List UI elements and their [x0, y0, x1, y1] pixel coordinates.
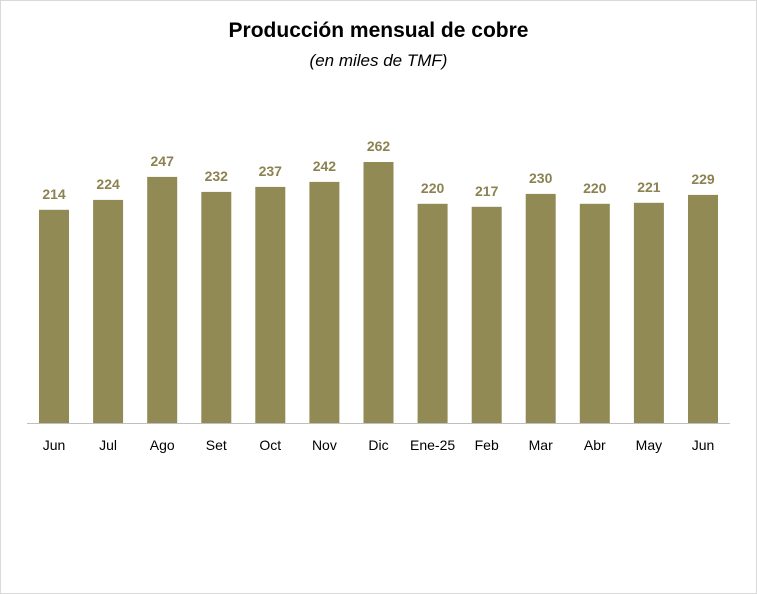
bar-3 — [147, 176, 178, 423]
data-label-3: 247 — [151, 153, 175, 169]
data-label-10: 230 — [529, 170, 553, 186]
x-tick-label-9: Feb — [475, 437, 499, 453]
chart-title: Producción mensual de cobre — [228, 19, 529, 42]
x-tick-label-3: Ago — [150, 437, 175, 453]
x-tick-label-10: Mar — [529, 437, 553, 453]
data-label-4: 232 — [205, 168, 229, 184]
bar-7 — [363, 162, 394, 423]
bar-4 — [201, 191, 232, 423]
data-label-12: 221 — [637, 179, 661, 195]
x-tick-label-2: Jul — [99, 437, 117, 453]
data-label-2: 224 — [96, 176, 120, 192]
chart-subtitle: (en miles de TMF) — [309, 51, 448, 70]
data-label-9: 217 — [475, 183, 499, 199]
x-tick-label-4: Set — [206, 437, 227, 453]
bar-12 — [633, 202, 664, 423]
x-tick-label-5: Oct — [259, 437, 281, 453]
bar-13 — [688, 194, 718, 423]
x-tick-label-12: May — [636, 437, 662, 453]
x-tick-label-1: Jun — [43, 437, 66, 453]
bar-2 — [93, 199, 124, 423]
data-label-7: 262 — [367, 138, 391, 154]
data-label-11: 220 — [583, 180, 607, 196]
data-label-1: 214 — [42, 186, 66, 202]
bar-5 — [255, 186, 286, 423]
bar-6 — [309, 181, 340, 423]
x-tick-label-6: Nov — [312, 437, 337, 453]
x-tick-label-7: Dic — [368, 437, 388, 453]
x-tick-label-8: Ene-25 — [410, 437, 455, 453]
data-label-5: 237 — [259, 163, 283, 179]
data-label-13: 229 — [691, 171, 715, 187]
data-label-6: 242 — [313, 158, 337, 174]
x-tick-label-13: Jun — [692, 437, 715, 453]
x-tick-label-11: Abr — [584, 437, 606, 453]
bar-11 — [579, 203, 610, 423]
bar-9 — [471, 206, 502, 423]
bar-10 — [525, 193, 556, 423]
bar-1 — [39, 209, 69, 423]
bar-8 — [417, 203, 448, 423]
data-label-8: 220 — [421, 180, 445, 196]
